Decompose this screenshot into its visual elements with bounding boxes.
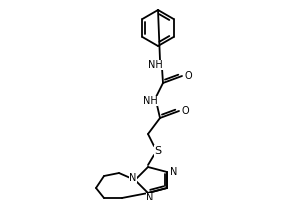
Text: O: O (181, 106, 189, 116)
Text: NH: NH (148, 60, 162, 70)
Text: N: N (170, 167, 178, 177)
Text: NH: NH (142, 96, 158, 106)
Text: S: S (154, 146, 162, 156)
Text: O: O (184, 71, 192, 81)
Text: N: N (129, 173, 137, 183)
Text: N: N (146, 193, 154, 200)
